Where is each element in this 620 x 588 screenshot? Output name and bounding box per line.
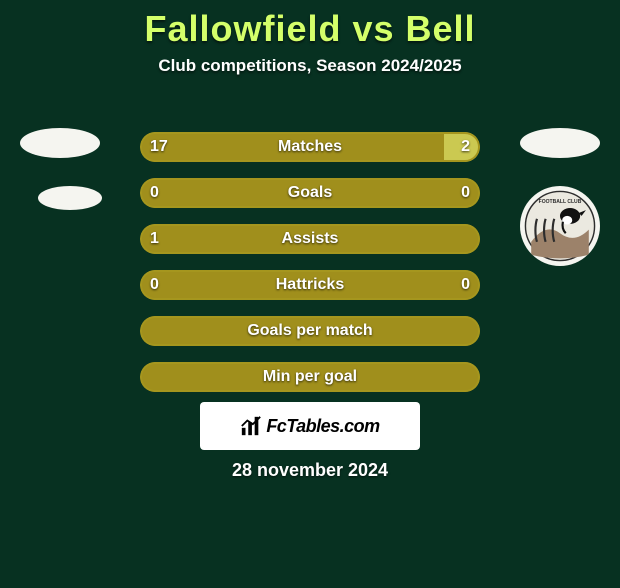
- player1-avatar-placeholder: [20, 128, 100, 158]
- bar-left-fill: [140, 362, 480, 392]
- brand-text: FcTables.com: [266, 416, 379, 437]
- player2-avatar-placeholder: [520, 128, 600, 158]
- page-title: Fallowfield vs Bell: [0, 8, 620, 50]
- stat-row-goals-per-match: Goals per match: [140, 316, 480, 346]
- stat-row-min-per-goal: Min per goal: [140, 362, 480, 392]
- stat-row-goals: 00Goals: [140, 178, 480, 208]
- brand-chart-icon: [240, 415, 262, 437]
- bar-left-fill: [140, 178, 480, 208]
- bar-value-right: 2: [461, 132, 470, 162]
- bar-value-right: 0: [461, 178, 470, 208]
- bar-left-fill: [140, 270, 480, 300]
- bar-value-right: 0: [461, 270, 470, 300]
- brand-badge: FcTables.com: [200, 402, 420, 450]
- bar-left-fill: [140, 224, 480, 254]
- stat-row-hattricks: 00Hattricks: [140, 270, 480, 300]
- subtitle: Club competitions, Season 2024/2025: [0, 56, 620, 76]
- date-text: 28 november 2024: [0, 460, 620, 481]
- bar-value-left: 0: [150, 178, 159, 208]
- bar-left-fill: [140, 316, 480, 346]
- stats-bars: 172Matches00Goals1Assists00HattricksGoal…: [140, 132, 480, 408]
- svg-text:FOOTBALL CLUB: FOOTBALL CLUB: [539, 199, 582, 205]
- bar-value-left: 0: [150, 270, 159, 300]
- bar-value-left: 17: [150, 132, 168, 162]
- stat-row-matches: 172Matches: [140, 132, 480, 162]
- stat-row-assists: 1Assists: [140, 224, 480, 254]
- player2-club-logo: FOOTBALL CLUB: [520, 186, 600, 266]
- player1-club-placeholder: [38, 186, 102, 210]
- bar-value-left: 1: [150, 224, 159, 254]
- bar-left-fill: [140, 132, 444, 162]
